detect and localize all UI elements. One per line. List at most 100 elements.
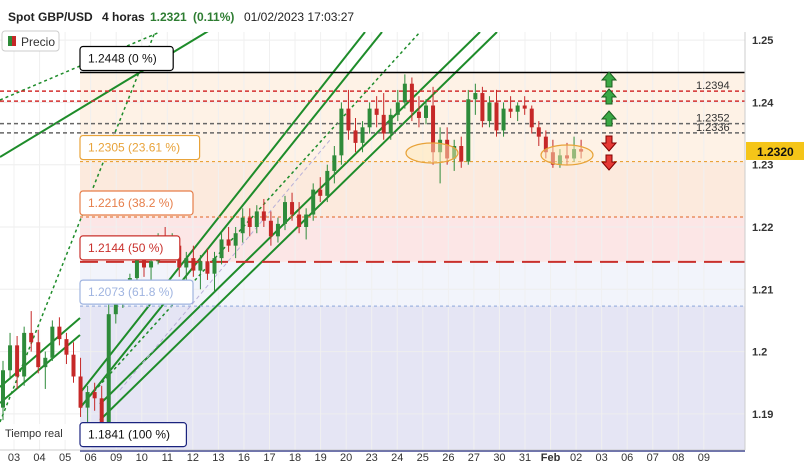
candle-body [304, 214, 309, 227]
up-arrow-icon [600, 71, 618, 88]
fib-label-box [79, 422, 188, 448]
candle-body [142, 258, 146, 268]
candle-body [149, 261, 154, 268]
fib-label: 1.2216 (38.2 %) [88, 196, 173, 210]
x-tick-label: 27 [468, 452, 480, 464]
x-tick-label: Feb [541, 452, 561, 464]
legend-label: Precio [21, 35, 55, 49]
x-tick-label: 31 [519, 452, 531, 464]
fib-diagonal [119, 139, 331, 391]
candle-body [29, 332, 34, 343]
y-tick-label: 1.24 [752, 97, 774, 109]
down-arrow-icon [600, 154, 618, 171]
candle-body [311, 189, 316, 215]
channel-line [0, 29, 211, 158]
up-arrow-icon [600, 88, 618, 105]
candle-body [318, 189, 323, 196]
candle-body [254, 211, 259, 227]
candle-body [268, 220, 273, 237]
candle-body [409, 83, 414, 112]
support-ellipse [540, 144, 594, 166]
candle-body [529, 108, 534, 128]
channel-line [99, 31, 481, 405]
candle-body [431, 105, 436, 153]
candle-body [43, 357, 48, 368]
x-axis: 03 04 05 06 09 10 11 12 13 16 17 18 19 20 23 24 25 26 27 30… [0, 449, 745, 464]
grid [0, 32, 745, 450]
fib-labels: 1.2448 (0 %) 1.2305 (23.61 %) 1.2216 (38.2… [79, 45, 201, 448]
y-tick-label: 1.23 [752, 160, 773, 172]
x-tick-label: 19 [314, 452, 326, 464]
candle-body [198, 261, 203, 271]
footer-bg [0, 424, 70, 440]
candle-body [50, 326, 55, 358]
candle-body [395, 102, 400, 115]
candle-body [247, 217, 252, 227]
fib-label-box [79, 134, 201, 161]
header-bar [0, 0, 806, 32]
current-price-label: 1.2320 [757, 145, 794, 159]
candle-body [536, 127, 541, 137]
candle-body [92, 392, 97, 399]
fib-zones [80, 72, 745, 451]
x-tick-label: 08 [672, 452, 684, 464]
up-arrow-icon [600, 110, 618, 127]
candle-body [261, 211, 266, 221]
candle-body [212, 258, 217, 274]
candle-body [487, 102, 492, 122]
x-tick-label: 13 [212, 452, 224, 464]
y-axis: 1.25 1.24 1.23 1.22 1.21 1.2 1.19 1.2320 [744, 32, 804, 450]
y-tick-label: 1.22 [752, 222, 773, 234]
down-arrow-icon [600, 135, 618, 152]
x-tick-label: 11 [162, 452, 173, 464]
last-price: 1.2321 [150, 10, 187, 24]
candle-body [290, 202, 295, 215]
candle-body [543, 136, 548, 153]
candle-body [64, 339, 69, 355]
resistance-label: 1.2394 [696, 80, 730, 92]
candle-body [205, 261, 210, 274]
candle-body [424, 105, 428, 118]
candle-body [71, 354, 76, 377]
fib-label-box [79, 190, 194, 216]
candle-body [22, 332, 27, 377]
x-tick-label: 20 [340, 452, 352, 464]
candle-body [508, 108, 513, 112]
x-tick-label: 12 [187, 452, 199, 464]
candle-body [134, 258, 139, 279]
x-tick-label: 09 [698, 452, 710, 464]
channel-line [79, 31, 383, 409]
x-tick-label: 09 [110, 452, 122, 464]
x-tick-label: 17 [263, 452, 275, 464]
candle-body [381, 114, 386, 134]
x-tick-label: 18 [289, 452, 301, 464]
x-tick-label: 03 [596, 452, 608, 464]
candle-body [233, 233, 238, 246]
candle-body [416, 111, 421, 118]
candle-body [106, 314, 111, 424]
realtime-label: Tiempo real [5, 428, 63, 440]
fib-label-box [79, 235, 181, 261]
candle-body [283, 202, 287, 224]
fib-label-box [79, 45, 174, 72]
legend-box[interactable]: Precio [1, 30, 60, 52]
timestamp: 01/02/2023 17:03:27 [244, 10, 354, 24]
resistance-label: 1.2336 [696, 122, 730, 134]
x-tick-label: 02 [570, 452, 582, 464]
fib-label: 1.1841 (100 %) [88, 428, 170, 442]
candle-body [339, 108, 344, 156]
candle-body [57, 326, 62, 340]
candle-body [346, 108, 351, 131]
x-tick-label: 06 [85, 452, 97, 464]
timeframe[interactable]: 4 horas [102, 10, 145, 24]
candle-body [402, 83, 407, 103]
y-tick-label: 1.21 [752, 284, 773, 296]
candle-body [466, 99, 471, 162]
x-tick-label: 23 [366, 452, 378, 464]
candle-body [360, 127, 365, 143]
candle-body [113, 295, 118, 315]
y-tick-label: 1.19 [752, 409, 773, 421]
current-price-tag [746, 141, 804, 160]
